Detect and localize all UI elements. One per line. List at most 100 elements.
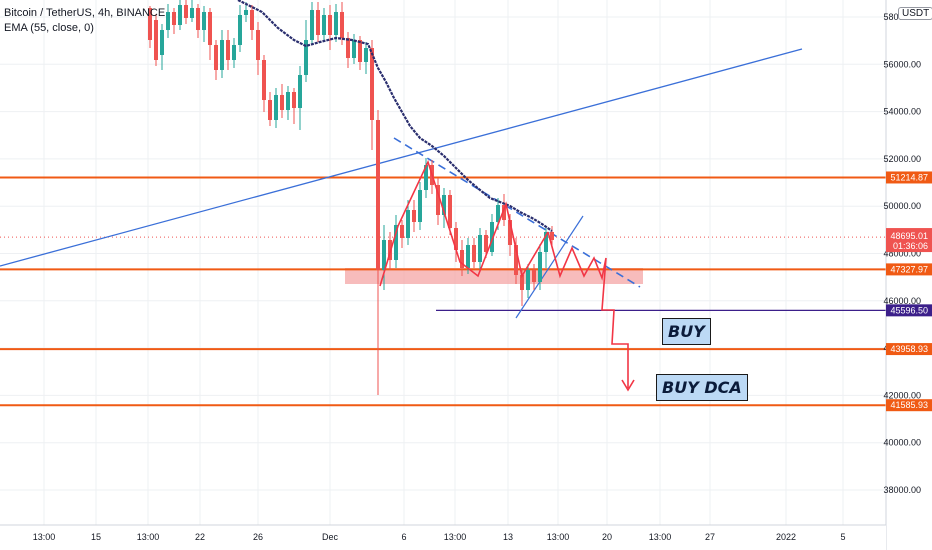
level-price-tag: 51214.87 xyxy=(890,172,928,182)
candle-body xyxy=(286,92,290,110)
candle-body xyxy=(166,12,170,30)
projection-path xyxy=(547,231,629,388)
candle-body xyxy=(250,10,254,30)
price-tick-label: 54000.00 xyxy=(883,107,921,117)
ascending-trendline xyxy=(0,48,803,267)
currency-badge[interactable]: USDT xyxy=(898,7,932,20)
candle-body xyxy=(238,15,242,45)
candle-body xyxy=(508,220,512,245)
candle-body xyxy=(268,100,272,120)
ema-line xyxy=(237,0,553,232)
ema-indicator-label[interactable]: EMA (55, close, 0) xyxy=(4,22,94,34)
time-tick-label: 13:00 xyxy=(137,532,160,542)
time-tick-label: 26 xyxy=(253,532,263,542)
time-axis: 13:00 15 13:00 22 26 Dec 6 13:00 13 13:00 20 13:00 2… xyxy=(0,524,886,550)
candle-body xyxy=(352,40,356,58)
buy-annotation: BUY xyxy=(662,318,711,345)
candle-body xyxy=(466,245,470,268)
time-tick-label: 5 xyxy=(840,532,845,542)
projection-arrowhead xyxy=(621,379,635,392)
candle-body xyxy=(484,235,488,252)
grid xyxy=(0,0,886,525)
candle-body xyxy=(298,75,302,108)
candle-body xyxy=(316,10,320,35)
candle-body xyxy=(334,12,338,35)
candle-body xyxy=(244,10,248,15)
level-price-tag: 45596.50 xyxy=(890,305,928,315)
time-tick-label: 13:00 xyxy=(444,532,467,542)
candle-body xyxy=(376,120,380,270)
candle-body xyxy=(418,190,422,222)
candle-body xyxy=(502,205,506,220)
level-price-tag: 43958.93 xyxy=(890,344,928,354)
candle-body xyxy=(370,48,374,120)
time-tick-label: 22 xyxy=(195,532,205,542)
level-price-tag: 41585.93 xyxy=(890,400,928,410)
candle-body xyxy=(322,15,326,35)
pattern-zigzag xyxy=(379,159,549,287)
candle-body xyxy=(304,40,308,75)
symbol-title[interactable]: Bitcoin / TetherUS, 4h, BINANCE xyxy=(4,7,166,19)
price-tick-label: 40000.00 xyxy=(883,438,921,448)
current-price-tag: 48695.01 xyxy=(890,231,928,241)
candle-body xyxy=(184,5,188,18)
level-price-tag-bg xyxy=(886,399,932,412)
candles xyxy=(148,0,554,395)
time-tick-label: 6 xyxy=(401,532,406,542)
time-tick-label: 13:00 xyxy=(33,532,56,542)
candle-body xyxy=(232,45,236,60)
time-tick-label: 15 xyxy=(91,532,101,542)
time-tick-label: 13:00 xyxy=(547,532,570,542)
time-axis-bg xyxy=(0,525,886,550)
candle-body xyxy=(190,8,194,18)
candle-body xyxy=(178,5,182,25)
candle-body xyxy=(274,95,278,120)
candle-body xyxy=(478,235,482,262)
candle-body xyxy=(256,30,260,60)
candle-body xyxy=(310,10,314,40)
level-price-tag-bg xyxy=(886,171,932,184)
candle-body xyxy=(202,12,206,30)
candle-body xyxy=(496,205,500,222)
price-tags: 51214.87 47327.97 45596.50 43958.93 41585.93… xyxy=(886,171,932,412)
support-zone xyxy=(345,268,643,284)
candle-body xyxy=(454,228,458,250)
price-tick-label: 46000.00 xyxy=(883,296,921,306)
candle-body xyxy=(220,40,224,70)
time-tick-label: 27 xyxy=(705,532,715,542)
time-tick-label: 13 xyxy=(503,532,513,542)
candle-body xyxy=(292,92,296,108)
candle-body xyxy=(472,245,476,262)
chart-legend: Bitcoin / TetherUS, 4h, BINANCE EMA (55,… xyxy=(4,6,165,36)
candle-body xyxy=(514,245,518,275)
trendlines xyxy=(0,48,803,319)
candle-body xyxy=(172,12,176,25)
price-tick-label: 38000.00 xyxy=(883,485,921,495)
dashed-resistance-line xyxy=(393,137,641,288)
price-tick-label: 52000.00 xyxy=(883,154,921,164)
candle-body xyxy=(280,95,284,110)
candle-body xyxy=(532,270,536,282)
level-price-tag-bg xyxy=(886,343,932,356)
candle-body xyxy=(346,38,350,58)
candle-body xyxy=(424,165,428,190)
candle-body xyxy=(406,210,410,238)
level-price-tag: 47327.97 xyxy=(890,264,928,274)
countdown-tag: 01:36:06 xyxy=(893,241,928,251)
time-tick-label: Dec xyxy=(322,532,339,542)
level-price-tag-bg xyxy=(886,263,932,276)
candle-body xyxy=(148,8,152,40)
candle-body xyxy=(214,45,218,70)
candle-body xyxy=(382,240,386,270)
time-tick-label: 20 xyxy=(602,532,612,542)
price-tick-label: 56000.00 xyxy=(883,59,921,69)
candle-body xyxy=(328,15,332,35)
level-price-tag-bg xyxy=(886,304,932,317)
time-tick-label: 13:00 xyxy=(649,532,672,542)
candle-body xyxy=(196,8,200,30)
time-tick-label: 2022 xyxy=(776,532,796,542)
candle-body xyxy=(550,232,554,240)
horizontal-levels xyxy=(0,176,886,407)
candle-body xyxy=(160,30,164,55)
